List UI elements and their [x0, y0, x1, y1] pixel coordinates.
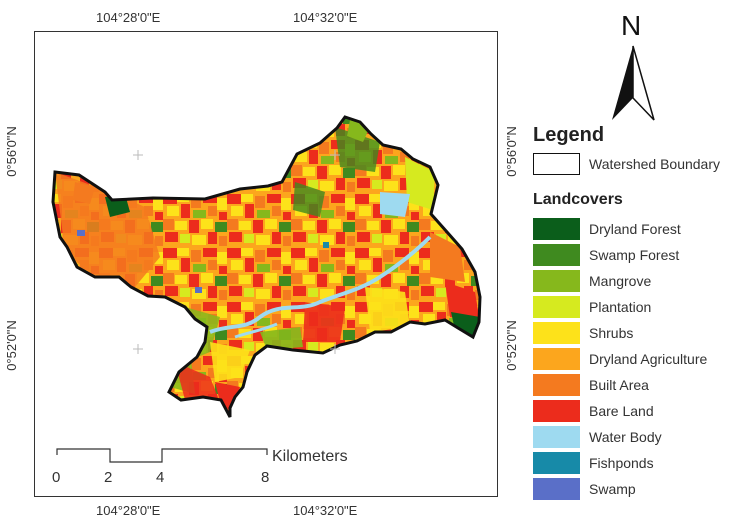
legend-item: Fishponds: [533, 452, 654, 474]
legend-swatch: [533, 452, 580, 474]
legend-title: Legend: [533, 124, 605, 146]
legend-item-label: Plantation: [589, 299, 652, 315]
legend-item-label: Built Area: [589, 377, 649, 393]
legend-item-label: Fishponds: [589, 455, 654, 471]
legend-item-label: Swamp: [589, 481, 636, 497]
legend-item-label: Dryland Agriculture: [589, 351, 708, 367]
scale-unit: Kilometers: [272, 448, 348, 465]
legend-swatch: [533, 348, 580, 370]
legend-swatch: [533, 244, 580, 266]
coord-bottom-right: 104°32'0"E: [293, 503, 358, 518]
coord-right-upper: 0°56'0"N: [503, 126, 519, 177]
north-arrow-icon: [612, 45, 655, 121]
legend-item: Mangrove: [533, 270, 651, 292]
legend-item-label: Dryland Forest: [589, 221, 681, 237]
legend-swatch: [533, 218, 580, 240]
legend-item: Swamp: [533, 478, 636, 500]
legend-item: Plantation: [533, 296, 651, 318]
legend-item: Shrubs: [533, 322, 633, 344]
scale-tick-2: 2: [104, 469, 113, 486]
boundary-label: Watershed Boundary: [589, 156, 720, 172]
legend-item: Built Area: [533, 374, 649, 396]
legend-swatch: [533, 270, 580, 292]
legend-item-label: Swamp Forest: [589, 247, 680, 263]
scale-tick-8: 8: [261, 469, 270, 486]
coord-left-upper: 0°56'0"N: [3, 126, 19, 177]
legend-item-label: Mangrove: [589, 273, 652, 289]
legend-swatch: [533, 426, 580, 448]
landcover-layer: [53, 117, 480, 417]
legend-item-label: Water Body: [589, 429, 662, 445]
coord-top-left: 104°28'0"E: [96, 10, 161, 25]
legend-item-label: Bare Land: [589, 403, 654, 419]
coord-right-lower: 0°52'0"N: [503, 320, 519, 371]
legend-swatch: [533, 296, 580, 318]
north-letter: N: [621, 10, 642, 41]
coord-top-right: 104°32'0"E: [293, 10, 358, 25]
map-canvas[interactable]: [35, 32, 499, 498]
legend-boundary-row: Watershed Boundary: [533, 153, 720, 175]
scale-tick-4: 4: [156, 469, 165, 486]
graticule-marks: [133, 150, 340, 354]
map-frame: [34, 31, 498, 497]
landcovers-title: Landcovers: [533, 191, 623, 208]
legend-swatch: [533, 478, 580, 500]
boundary-swatch: [533, 153, 580, 175]
legend-item: Swamp Forest: [533, 244, 679, 266]
legend-item: Bare Land: [533, 400, 654, 422]
legend-swatch: [533, 374, 580, 396]
coord-bottom-left: 104°28'0"E: [96, 503, 161, 518]
scale-tick-0: 0: [52, 469, 61, 486]
coord-left-lower: 0°52'0"N: [3, 320, 19, 371]
legend-swatch: [533, 400, 580, 422]
legend-item: Water Body: [533, 426, 662, 448]
legend-item-label: Shrubs: [589, 325, 634, 341]
scale-bar: [56, 448, 268, 463]
legend-swatch: [533, 322, 580, 344]
legend-item: Dryland Agriculture: [533, 348, 707, 370]
legend-item: Dryland Forest: [533, 218, 681, 240]
